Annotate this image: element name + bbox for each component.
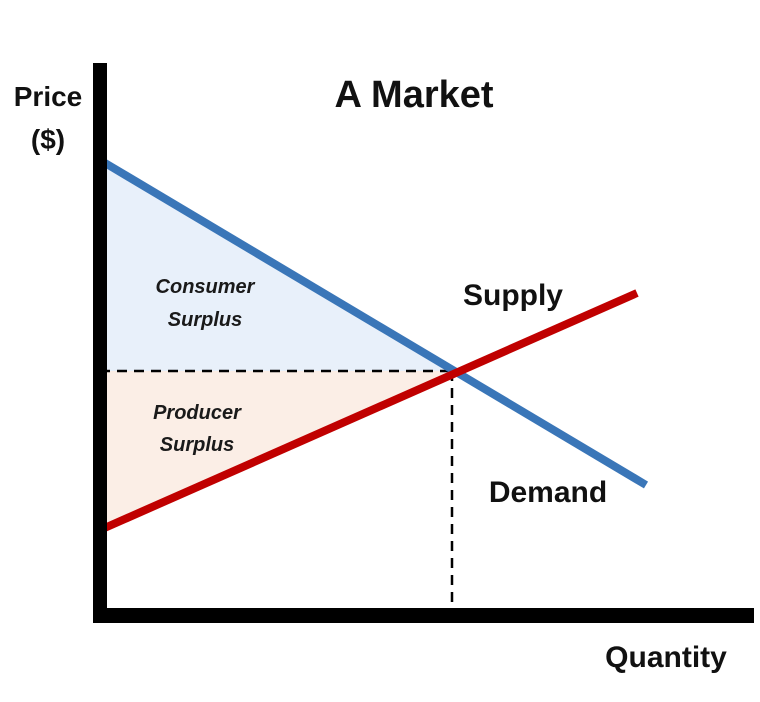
y-axis-label-line1: Price — [14, 81, 83, 112]
x-axis-label: Quantity — [605, 641, 727, 674]
producer-surplus-label-line2: Surplus — [160, 434, 234, 456]
producer-surplus-label-line1: Producer — [153, 402, 242, 424]
consumer-surplus-label-line2: Surplus — [168, 309, 242, 331]
supply-curve — [98, 289, 639, 534]
demand-label: Demand — [489, 476, 607, 509]
y-axis — [93, 63, 107, 623]
y-axis-label-line2: ($) — [31, 124, 65, 155]
diagram-title: A Market — [334, 74, 493, 116]
supply-label: Supply — [463, 279, 563, 312]
consumer-surplus-label-line1: Consumer — [156, 276, 256, 298]
x-axis — [93, 608, 754, 623]
demand-curve — [97, 156, 649, 489]
